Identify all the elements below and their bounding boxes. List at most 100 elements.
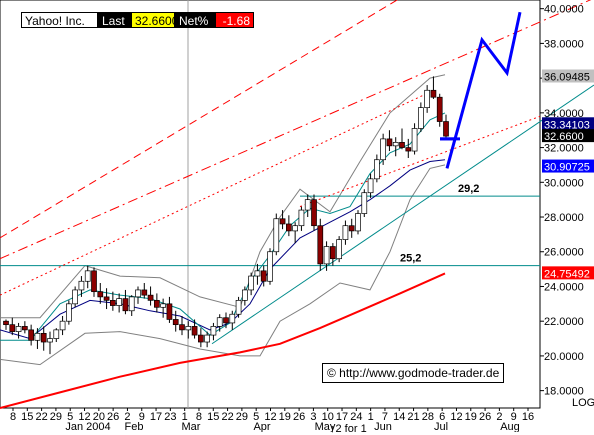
candle-body: [443, 121, 449, 137]
x-tick-label: 7: [382, 411, 388, 423]
candle-body: [128, 296, 135, 312]
trend-line: [0, 91, 431, 296]
candle-body: [242, 289, 248, 301]
candle-body: [223, 317, 229, 324]
candle-body: [248, 275, 254, 291]
candle-body: [53, 329, 60, 339]
x-tick-label: 5: [67, 411, 73, 423]
x-tick-label: 12: [78, 411, 90, 423]
candle-body: [260, 270, 267, 282]
x-axis: 8 15 22 29 5 12 20 26 2 9 17 23 1 8 15 22 29 5 12 19 26 3 10 17…: [10, 408, 534, 432]
x-tick-label: 21: [407, 411, 419, 423]
candle-body: [286, 223, 292, 232]
candle-body: [154, 300, 160, 308]
trend-line: [0, 0, 592, 260]
candle-body: [330, 246, 336, 260]
candle-body: [141, 289, 148, 296]
candle-body: [386, 138, 393, 147]
candle-body: [235, 300, 242, 315]
x-tick-label: 17: [150, 411, 162, 423]
x-tick-label: 10: [322, 411, 334, 423]
x-tick-label: 12: [450, 411, 462, 423]
candle-body: [97, 291, 104, 298]
x-tick-label: 29: [236, 411, 248, 423]
candle-body: [185, 326, 192, 331]
candle-body: [191, 326, 198, 336]
candle-body: [15, 326, 22, 332]
candle-body: [34, 332, 41, 341]
x-tick-label: 23: [164, 411, 176, 423]
projection-arrow: [440, 11, 522, 169]
x-tick-label: 9: [139, 411, 145, 423]
symbol-label: Yahoo! Inc.: [21, 12, 98, 28]
price-tag-text: 36.09485: [544, 71, 590, 83]
y-tick-label: 18.0000: [544, 386, 584, 398]
candle-body: [418, 107, 424, 129]
candle-body: [78, 280, 85, 291]
candle-body: [3, 320, 9, 326]
candle-body: [103, 296, 110, 301]
netpct-value: -1.68: [215, 12, 254, 28]
bollinger-lower: [0, 164, 446, 366]
trend-lines: [0, 0, 594, 345]
x-tick-label: 5: [253, 411, 259, 423]
trend-line: [211, 84, 594, 345]
month-label: May: [315, 421, 336, 432]
candle-body: [380, 138, 386, 161]
price-tag-box: [542, 159, 594, 173]
split-note: ↑2 for 1: [330, 423, 367, 435]
x-tick-label: 26: [479, 411, 491, 423]
candle-body: [160, 303, 166, 308]
y-tick-label: 38.0000: [544, 38, 584, 50]
month-label: Jun: [374, 421, 392, 432]
candle-body: [436, 96, 443, 122]
candle-body: [254, 270, 261, 277]
y-tick-label: 30.0000: [544, 177, 584, 189]
x-tick-label: 26: [107, 411, 119, 423]
log-scale-button[interactable]: LOG: [572, 397, 594, 409]
candle-body: [84, 270, 91, 282]
candle-body: [411, 128, 418, 152]
price-tag-box: [542, 117, 594, 131]
x-tick-label: 19: [279, 411, 291, 423]
candle-body: [317, 225, 324, 265]
level-label: 25,2: [400, 253, 421, 265]
x-tick-label: 29: [50, 411, 62, 423]
last-label: Last: [98, 12, 131, 28]
x-tick-label: 22: [35, 411, 47, 423]
candle-body: [9, 324, 16, 332]
candle-body: [399, 142, 405, 148]
x-tick-label: 14: [393, 411, 405, 423]
x-tick-label: 8: [10, 411, 16, 423]
plot-area: [0, 0, 541, 409]
candle-body: [72, 289, 78, 305]
candle-body: [273, 218, 280, 253]
x-tick-label: 3: [310, 411, 316, 423]
candle-body: [110, 300, 116, 306]
month-label: Feb: [125, 421, 144, 432]
candle-body: [336, 239, 342, 260]
candle-body: [267, 251, 273, 282]
candle-body: [147, 294, 154, 301]
price-tag-box: [542, 129, 594, 143]
x-tick-label: 6: [439, 411, 445, 423]
x-tick-label: 22: [221, 411, 233, 423]
candle-body: [91, 270, 97, 293]
candle-body: [172, 319, 179, 326]
price-tag-text: 33.34103: [544, 119, 590, 131]
candles: [3, 76, 449, 355]
y-axis: 18.0000 20.0000 22.0000 24.0000 26.0000 28.00…: [540, 4, 584, 398]
month-label: Apr: [253, 421, 270, 432]
y-tick-label: 20.0000: [544, 351, 584, 363]
candle-body: [374, 159, 380, 180]
candle-body: [204, 334, 210, 343]
month-label: Jul: [434, 421, 448, 432]
moving-average-line: [0, 159, 446, 340]
bollinger-upper: [0, 74, 446, 319]
x-tick-label: 17: [336, 411, 348, 423]
candle-body: [430, 89, 437, 98]
x-tick-label: 19: [465, 411, 477, 423]
candle-body: [22, 326, 28, 331]
y-tick-label: 24.0000: [544, 281, 584, 293]
candle-body: [198, 334, 204, 343]
